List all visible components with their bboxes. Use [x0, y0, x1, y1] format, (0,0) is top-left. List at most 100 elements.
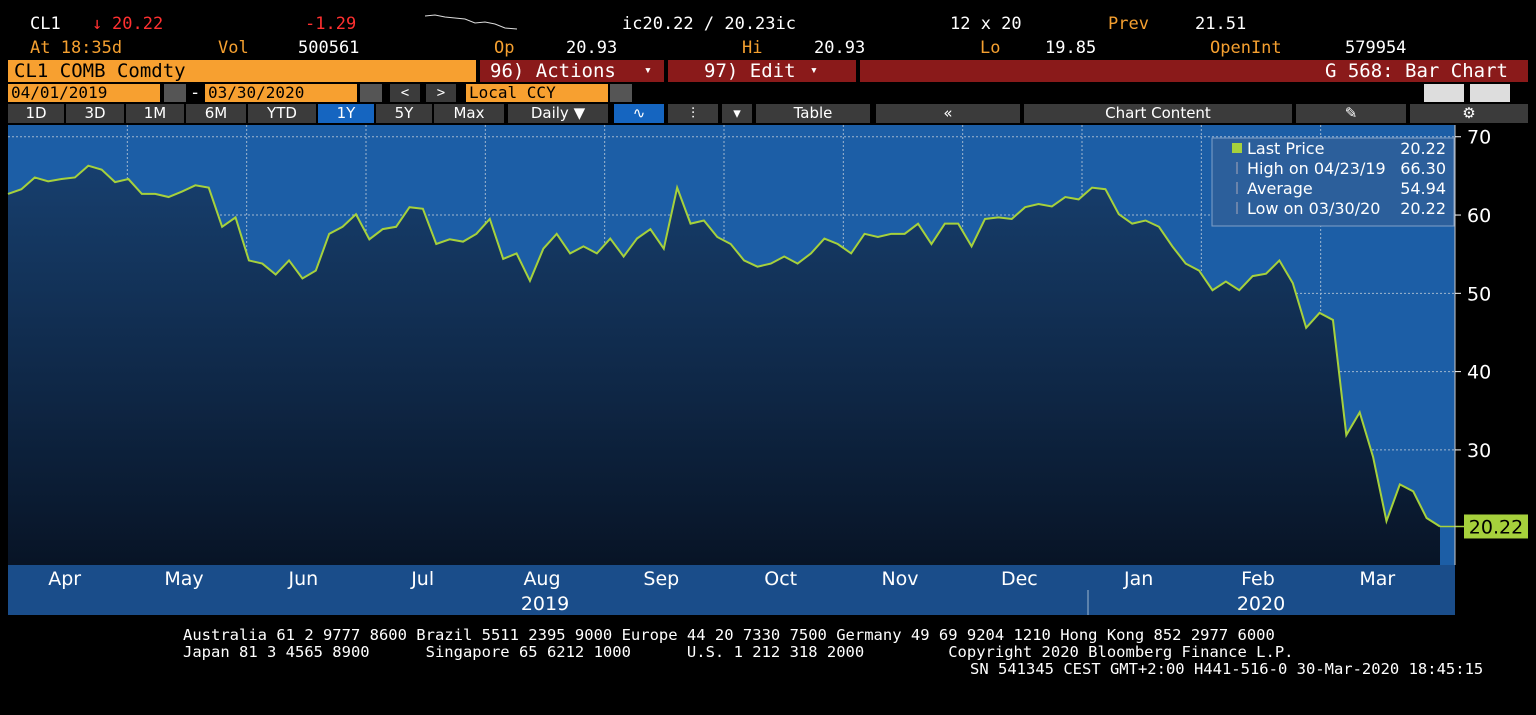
month-label: Feb: [1241, 568, 1275, 590]
currency-box[interactable]: Local CCY: [466, 84, 608, 102]
legend-label: Last Price: [1247, 139, 1324, 158]
open-interest: 579954: [1345, 38, 1407, 58]
range-tab[interactable]: 1M: [126, 104, 184, 123]
price-line: [7, 164, 1441, 528]
chart-content: Chart Content: [1105, 104, 1211, 122]
caret: ▾: [644, 63, 652, 78]
month-label: Jul: [410, 568, 434, 590]
low-label: Lo: [980, 38, 1001, 58]
range-tab[interactable]: 3D: [66, 104, 124, 123]
legend-label: Low on 03/30/20: [1247, 199, 1380, 218]
vol: 500561: [298, 38, 360, 58]
y-tick-label: 40: [1467, 362, 1491, 384]
ticker: CL1: [30, 14, 61, 34]
open: 20.93: [566, 38, 618, 58]
month-label: Jun: [287, 568, 318, 590]
actions: 96) Actions: [490, 60, 616, 82]
edit-menu[interactable]: 97) Edit ▾: [668, 60, 856, 82]
open-label: Op: [494, 38, 515, 58]
end-date-box[interactable]: 03/30/2020: [205, 84, 357, 102]
area: [8, 165, 1440, 566]
prev-button[interactable]: <: [390, 84, 420, 102]
month-label: Apr: [48, 568, 81, 590]
dropdown[interactable]: ▾: [722, 104, 752, 123]
range-tab[interactable]: Max: [434, 104, 504, 123]
prev-label: Prev: [1108, 14, 1149, 34]
legend-value: 20.22: [1400, 139, 1446, 158]
legend-label: Average: [1247, 179, 1313, 198]
month-label: May: [164, 568, 203, 590]
bar-icon[interactable]: ⫶: [668, 104, 718, 123]
y-tick-label: 60: [1467, 205, 1491, 227]
high-label: Hi: [742, 38, 763, 58]
range-tab[interactable]: YTD: [248, 104, 316, 123]
high: 20.93: [814, 38, 866, 58]
caret: ▾: [810, 63, 818, 78]
change: -1.29: [305, 14, 357, 34]
last-price: 20.22: [112, 14, 164, 34]
table-button[interactable]: Table: [756, 104, 870, 123]
calendar[interactable]: [164, 84, 186, 102]
actions-menu[interactable]: 96) Actions ▾: [480, 60, 664, 82]
next-button[interactable]: >: [426, 84, 456, 102]
prev: 21.51: [1195, 14, 1247, 34]
year-label: 2019: [521, 593, 569, 615]
sparkline: [425, 14, 517, 30]
footer-line: Australia 61 2 9777 8600 Brazil 5511 239…: [183, 626, 1275, 644]
month-label: Aug: [523, 568, 560, 590]
range-tab[interactable]: 1Y: [318, 104, 374, 123]
currency: Local CCY: [469, 83, 556, 102]
line-icon[interactable]: ∿: [614, 104, 664, 123]
security: CL1 COMB Comdty: [14, 60, 186, 82]
legend-box: [1211, 137, 1455, 227]
start-date: 04/01/2019: [11, 83, 108, 102]
month-label: Mar: [1359, 568, 1395, 590]
month-label: Oct: [764, 568, 797, 590]
legend: Last Price 20.22 High on 04/23/19 66.30 Aver…: [1211, 137, 1455, 227]
legend-swatch: [1232, 143, 1242, 153]
arrow: ↓: [92, 14, 103, 34]
chart-content-button[interactable]: Chart Content: [1024, 104, 1292, 123]
y-tick-label: 30: [1467, 440, 1491, 462]
legend-label: High on 04/23/19: [1247, 159, 1386, 178]
legend-value: 54.94: [1400, 179, 1446, 198]
gear-icon[interactable]: ⚙: [1410, 104, 1528, 123]
period-menu[interactable]: Daily ▼: [508, 104, 608, 123]
range-tab[interactable]: 5Y: [376, 104, 432, 123]
end-date: 03/30/2020: [208, 83, 305, 102]
collapse[interactable]: «: [876, 104, 1020, 123]
footer-line: SN 541345 CEST GMT+2:00 H441-516-0 30-Ma…: [970, 660, 1484, 678]
dropdown[interactable]: [610, 84, 632, 102]
oi-label: OpenInt: [1210, 38, 1282, 58]
last-box: [1464, 514, 1528, 539]
legend-value: 20.22: [1400, 199, 1446, 218]
legend-value: 66.30: [1400, 159, 1446, 178]
range-tab[interactable]: 1D: [8, 104, 64, 123]
edit: 97) Edit: [704, 60, 796, 82]
month-label: Sep: [643, 568, 679, 590]
month-label: Jan: [1123, 568, 1153, 590]
last-label: 20.22: [1469, 516, 1523, 538]
function-bar: G 568: Bar Chart: [860, 60, 1528, 82]
undo[interactable]: [1424, 84, 1464, 102]
dash: -: [190, 83, 201, 103]
function: G 568: Bar Chart: [1324, 60, 1508, 82]
x-axis-bg: [8, 565, 1455, 615]
range-tab[interactable]: 6M: [186, 104, 246, 123]
year-label: 2020: [1237, 593, 1285, 615]
month-label: Dec: [1001, 568, 1038, 590]
settings-icon[interactable]: ✎: [1296, 104, 1406, 123]
time: At 18:35d: [30, 38, 123, 58]
y-tick-label: 50: [1467, 283, 1491, 305]
start-date-box[interactable]: 04/01/2019: [8, 84, 160, 102]
security-box[interactable]: CL1 COMB Comdty: [8, 60, 476, 82]
y-tick-label: 70: [1467, 127, 1491, 149]
redo[interactable]: [1470, 84, 1510, 102]
footer-line: Japan 81 3 4565 8900 Singapore 65 6212 1…: [183, 643, 1294, 661]
low: 19.85: [1045, 38, 1097, 58]
size: 12 x 20: [950, 14, 1022, 34]
calendar[interactable]: [360, 84, 382, 102]
vol-label: Vol: [218, 38, 249, 58]
